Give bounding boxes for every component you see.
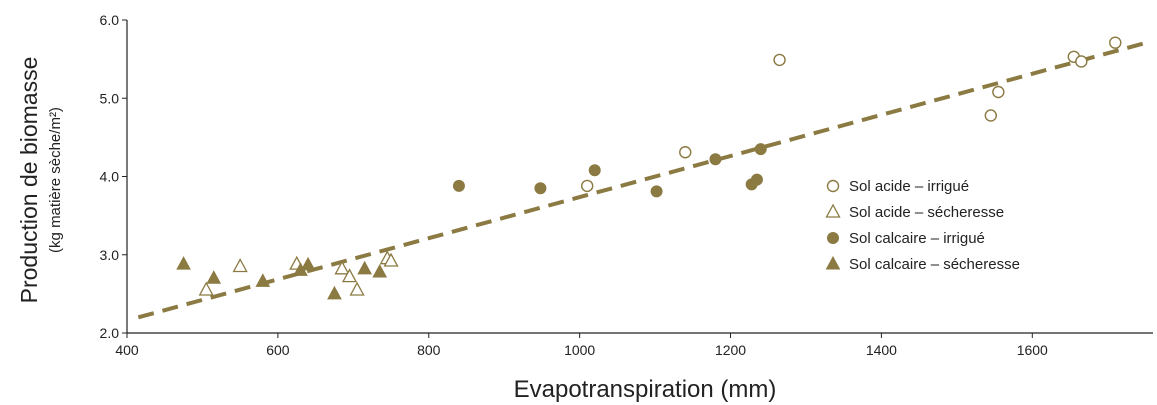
legend-label: Sol calcaire – sécheresse — [849, 256, 1020, 273]
tick-labels: 400 600 800 1000 1200 1400 1600 2.0 3.0 4.0 5.0 6.0 — [100, 12, 1049, 358]
y-tick-label: 2.0 — [100, 325, 120, 341]
data-point — [198, 281, 214, 296]
data-point — [992, 85, 1005, 99]
y-tick-label: 4.0 — [100, 169, 120, 185]
trendline — [137, 39, 1150, 320]
data-point — [300, 256, 316, 271]
data-point — [534, 182, 547, 195]
x-tick-label: 1000 — [564, 342, 595, 358]
data-point — [1109, 36, 1122, 49]
legend-label: Sol acide – irrigué — [849, 178, 969, 195]
data-point — [372, 263, 388, 278]
data-point — [383, 252, 399, 267]
data-point — [327, 285, 342, 300]
data-point — [334, 260, 350, 275]
data-point — [357, 260, 372, 275]
y-axis-sublabel: (kg matière sèche/m²) — [47, 107, 64, 253]
data-point — [206, 270, 222, 284]
legend-marker — [826, 179, 840, 193]
data-point — [1075, 55, 1088, 68]
trendline-group — [137, 39, 1150, 320]
data-point — [176, 256, 191, 270]
y-axis-label: Production de biomasse — [16, 57, 42, 304]
data-point — [452, 179, 465, 192]
data-point — [588, 164, 601, 177]
x-tick-label: 800 — [417, 342, 441, 358]
legend-marker — [825, 203, 841, 218]
data-point — [232, 258, 248, 273]
data-point — [650, 185, 663, 198]
x-tick-label: 1400 — [866, 342, 897, 358]
data-point — [255, 273, 271, 287]
data-point — [754, 143, 767, 156]
data-point — [773, 53, 786, 67]
x-tick-label: 1200 — [715, 342, 746, 358]
y-tick-label: 5.0 — [100, 90, 120, 106]
data-point — [341, 268, 358, 283]
data-point — [709, 153, 722, 166]
data-point — [984, 109, 998, 122]
data-point — [580, 179, 594, 193]
y-tick-label: 3.0 — [100, 247, 120, 263]
axes — [122, 19, 1153, 338]
legend-label: Sol calcaire – irrigué — [849, 230, 985, 247]
x-tick-label: 400 — [115, 342, 139, 358]
legend-label: Sol acide – sécheresse — [849, 204, 1004, 221]
data-point — [750, 173, 763, 186]
x-tick-label: 600 — [266, 342, 290, 358]
legend-marker — [827, 232, 839, 244]
y-tick-label: 6.0 — [100, 12, 120, 28]
x-axis-label: Evapotranspiration (mm) — [514, 376, 777, 403]
data-point — [679, 146, 692, 159]
legend-marker — [825, 255, 841, 270]
x-tick-label: 1600 — [1017, 342, 1048, 358]
legend: Sol acide – irrigué Sol acide – sécheress… — [825, 178, 1020, 273]
data-points — [176, 36, 1122, 300]
data-point — [349, 281, 365, 296]
